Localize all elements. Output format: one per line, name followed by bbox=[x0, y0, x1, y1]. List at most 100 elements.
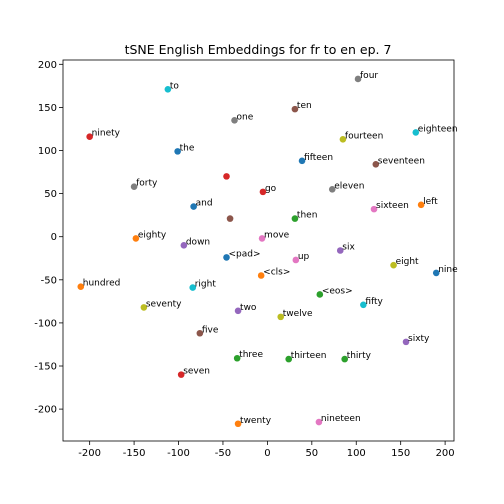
scatter-point bbox=[315, 418, 323, 426]
scatter-point bbox=[164, 86, 172, 93]
scatter-point bbox=[86, 133, 93, 141]
y-tick-label: 200 bbox=[38, 60, 57, 71]
point-label: right bbox=[195, 280, 217, 290]
scatter-point bbox=[234, 307, 242, 315]
scatter-point bbox=[189, 284, 197, 291]
x-tick-label: 200 bbox=[436, 448, 455, 459]
point-label: fourteen bbox=[345, 131, 383, 141]
x-tick-label: -50 bbox=[215, 448, 231, 459]
scatter-point bbox=[234, 420, 242, 428]
point-label: seven bbox=[183, 367, 210, 377]
scatter-point bbox=[291, 105, 299, 113]
point-label: seventy bbox=[146, 299, 182, 309]
x-tick-label: 0 bbox=[264, 448, 270, 459]
point-label: one bbox=[237, 112, 254, 122]
scatter-point bbox=[336, 247, 344, 254]
point-label: go bbox=[265, 184, 277, 194]
scatter-point bbox=[233, 354, 241, 362]
y-axis: 200 150 100 50 0 -50 -100 -150 -200 bbox=[34, 60, 63, 416]
point-label: <pad> bbox=[229, 249, 261, 259]
scatter-point bbox=[259, 188, 267, 196]
scatter-point bbox=[130, 183, 138, 191]
point-label: sixty bbox=[408, 334, 430, 344]
x-axis: -200 -150 -100 -50 0 50 100 150 200 bbox=[78, 441, 455, 459]
scatter-point bbox=[432, 269, 440, 277]
point-label: eighty bbox=[138, 230, 167, 240]
scatter-point bbox=[258, 235, 266, 242]
point-label: down bbox=[186, 237, 210, 247]
point-label: seventeen bbox=[378, 156, 425, 166]
scatter-point bbox=[285, 355, 293, 363]
scatter-point bbox=[291, 215, 299, 222]
scatter-point bbox=[360, 301, 367, 309]
plot-frame bbox=[62, 59, 455, 442]
scatter-point bbox=[231, 117, 238, 124]
point-label: forty bbox=[136, 179, 158, 189]
x-tick-label: 50 bbox=[305, 448, 318, 459]
point-label: nineteen bbox=[321, 414, 361, 424]
point-label: three bbox=[239, 350, 263, 360]
point-label: fifty bbox=[365, 297, 383, 307]
scatter-point bbox=[328, 185, 336, 193]
point-label: the bbox=[180, 143, 195, 153]
chart-title: tSNE English Embeddings for fr to en ep.… bbox=[125, 42, 392, 57]
y-tick-label: 100 bbox=[38, 146, 57, 157]
y-tick-label: -100 bbox=[34, 318, 57, 329]
y-tick-label: -150 bbox=[34, 362, 57, 373]
scatter-point bbox=[370, 205, 378, 213]
scatter-point bbox=[277, 313, 285, 321]
scatter-point bbox=[223, 254, 230, 261]
point-label: thirty bbox=[347, 351, 372, 361]
point-label: <eos> bbox=[322, 286, 353, 296]
scatter-point bbox=[341, 355, 348, 363]
point-label: hundred bbox=[83, 279, 121, 289]
scatter-point bbox=[226, 215, 234, 222]
scatter-point bbox=[177, 371, 185, 378]
point-label: <cls> bbox=[263, 267, 290, 277]
point-label: fifteen bbox=[304, 153, 333, 163]
point-label: to bbox=[170, 81, 180, 91]
scatter-point bbox=[292, 256, 300, 264]
point-label: left bbox=[423, 197, 438, 207]
scatter-point bbox=[412, 129, 420, 136]
scatter-point bbox=[339, 136, 347, 143]
x-tick-label: -200 bbox=[78, 448, 101, 459]
point-label: five bbox=[202, 325, 219, 335]
scatter-point bbox=[316, 291, 324, 298]
scatter-point bbox=[140, 304, 148, 311]
y-tick-label: -50 bbox=[41, 275, 57, 286]
point-label: move bbox=[264, 230, 290, 240]
point-label: nine bbox=[438, 265, 458, 275]
scatter-points: to four ten one ninety eighteen fourteen the fif… bbox=[77, 71, 458, 428]
scatter-point bbox=[223, 173, 230, 180]
scatter-point bbox=[257, 272, 265, 279]
point-label: twenty bbox=[240, 416, 272, 426]
x-tick-label: 100 bbox=[347, 448, 366, 459]
point-label: four bbox=[360, 71, 378, 81]
y-tick-label: 50 bbox=[44, 189, 57, 200]
point-label: and bbox=[196, 199, 213, 209]
point-label: thirteen bbox=[291, 351, 327, 361]
scatter-point bbox=[372, 161, 380, 168]
scatter-point bbox=[402, 338, 410, 346]
point-label: eleven bbox=[334, 181, 364, 191]
point-label: twelve bbox=[283, 309, 313, 319]
scatter-point bbox=[354, 75, 362, 83]
point-label: then bbox=[297, 211, 317, 221]
point-label: eighteen bbox=[418, 124, 458, 134]
point-label: ninety bbox=[92, 129, 121, 139]
y-tick-label: 150 bbox=[38, 103, 57, 114]
scatter-point bbox=[180, 242, 188, 249]
scatter-point bbox=[77, 283, 85, 291]
y-tick-label: 0 bbox=[51, 232, 57, 243]
point-label: ten bbox=[297, 101, 312, 111]
point-label: up bbox=[298, 252, 310, 262]
scatter-point bbox=[298, 157, 306, 165]
scatter-point bbox=[417, 201, 425, 209]
x-tick-label: 150 bbox=[391, 448, 410, 459]
scatter-point bbox=[196, 329, 204, 337]
point-label: two bbox=[240, 303, 257, 313]
point-label: eight bbox=[396, 257, 419, 267]
